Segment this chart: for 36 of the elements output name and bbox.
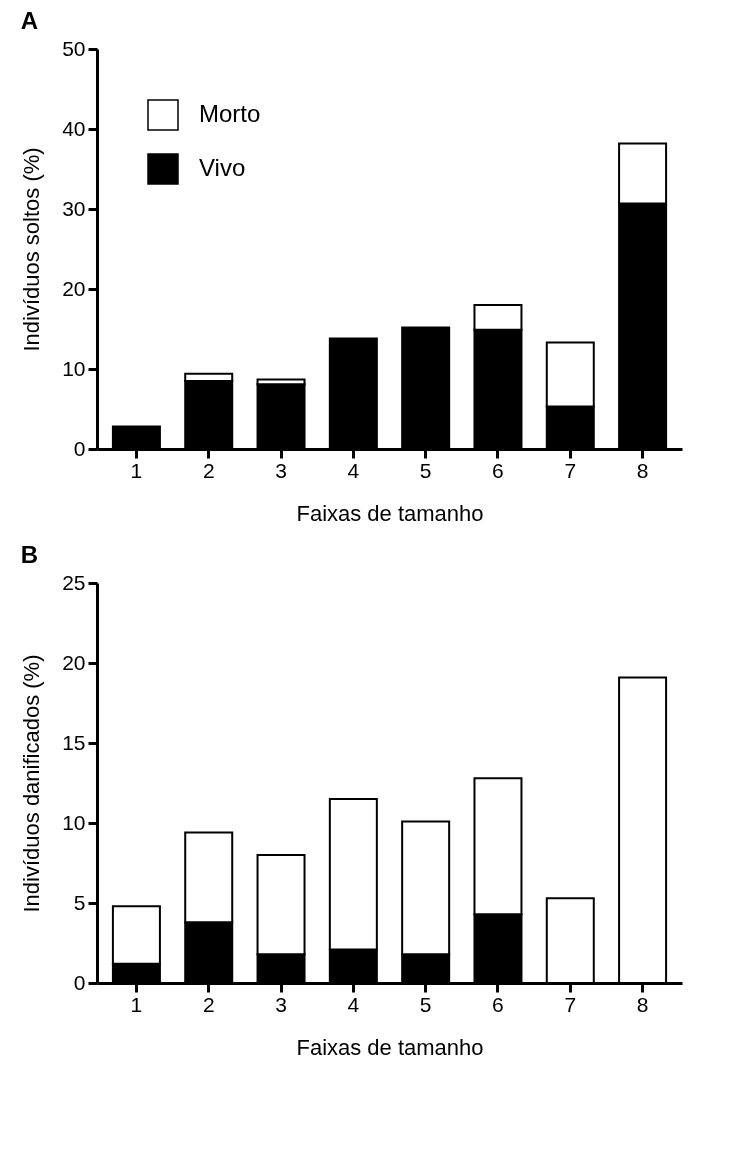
y-tick-label: 0 <box>73 970 86 994</box>
x-tick-label: 3 <box>275 992 287 1016</box>
x-tick-label: 4 <box>347 992 360 1016</box>
y-tick-label: 30 <box>62 196 86 220</box>
x-tick-label: 5 <box>419 458 432 482</box>
x-tick-label: 3 <box>275 458 287 482</box>
y-axis-title: Indivíduos soltos (%) <box>19 147 45 352</box>
y-tick-label: 10 <box>62 810 86 834</box>
chart-title: B <box>20 541 38 568</box>
x-tick-label: 8 <box>636 458 649 482</box>
y-tick-label: 50 <box>62 36 86 60</box>
x-tick-label: 1 <box>130 458 143 482</box>
y-axis-title: Indivíduos danificados (%) <box>19 654 45 913</box>
y-tick-label: 0 <box>73 436 86 460</box>
x-tick-label: 8 <box>636 992 649 1016</box>
y-tick-label: 5 <box>73 890 86 914</box>
y-tick-label: 25 <box>62 570 86 594</box>
x-axis-title: Faixas de tamanho <box>296 500 484 526</box>
x-tick-label: 6 <box>492 458 504 482</box>
x-axis-title: Faixas de tamanho <box>296 1034 484 1060</box>
y-tick-label: 10 <box>62 356 86 380</box>
x-tick-label: 6 <box>492 992 504 1016</box>
x-tick-label: 5 <box>419 992 432 1016</box>
x-tick-label: 1 <box>130 992 143 1016</box>
legend-label: Vivo <box>199 154 246 181</box>
y-tick-label: 20 <box>62 276 86 300</box>
legend-label: Morto <box>199 100 261 127</box>
y-tick-label: 40 <box>62 116 86 140</box>
x-tick-label: 7 <box>564 992 577 1016</box>
x-tick-label: 2 <box>202 458 215 482</box>
chart-title: A <box>20 7 38 34</box>
y-tick-label: 20 <box>62 650 86 674</box>
x-tick-label: 4 <box>347 458 360 482</box>
x-tick-label: 7 <box>564 458 577 482</box>
x-tick-label: 2 <box>202 992 215 1016</box>
y-tick-label: 15 <box>62 730 86 754</box>
